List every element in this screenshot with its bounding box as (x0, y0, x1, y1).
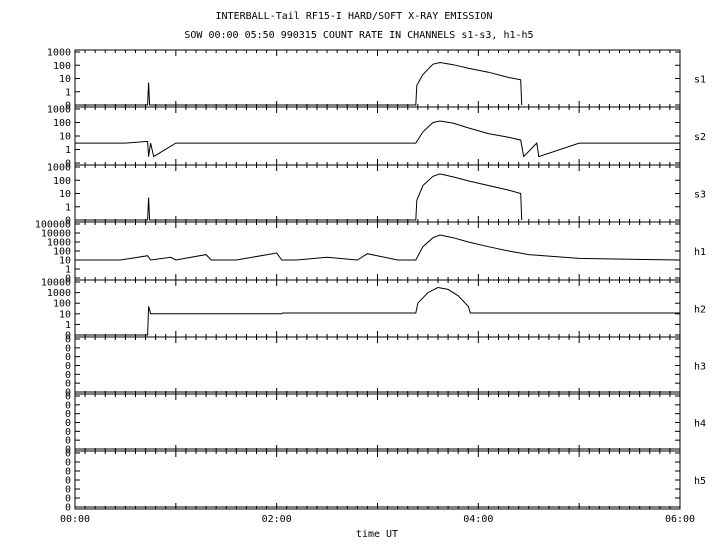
panel-frame (74, 279, 681, 338)
panel-frame (74, 336, 681, 395)
x-axis-label: time UT (356, 529, 398, 540)
series-line-s1 (75, 61, 523, 106)
y-tick-label: 10 (59, 309, 71, 320)
chart-subtitle: SOW 00:00 05:50 990315 COUNT RATE IN CHA… (184, 30, 533, 41)
series-line-s2 (75, 120, 680, 158)
y-tick-label: 100 (53, 299, 71, 310)
panel-label-h4: h4 (694, 419, 706, 430)
panel-label-h1: h1 (694, 247, 706, 258)
y-tick-label: 1000 (47, 48, 71, 59)
y-tick-label: 0 (65, 449, 71, 460)
panel-frame (74, 106, 681, 166)
y-tick-label: 0 (65, 409, 71, 420)
y-tick-label: 10 (59, 74, 71, 85)
y-tick-label: 0 (65, 331, 71, 342)
x-tick-label: 02:00 (262, 514, 292, 525)
y-tick-label: 0 (65, 361, 71, 372)
y-tick-label: 100 (53, 61, 71, 72)
y-tick-label: 1000 (47, 238, 71, 249)
y-tick-label: 0 (65, 274, 71, 285)
y-tick-label: 0 (65, 494, 71, 505)
y-tick-label: 0 (65, 159, 71, 170)
y-tick-label: 100 (53, 247, 71, 258)
x-axis-ticks: 00:00 02:00 04:00 06:00 (60, 514, 695, 525)
y-tick-label: 0 (65, 400, 71, 411)
y-tick-label: 1 (65, 145, 71, 156)
y-tick-label: 1 (65, 320, 71, 331)
panel-label-s3: s3 (694, 190, 706, 201)
y-tick-label: 0 (65, 335, 71, 346)
y-tick-label: 1000 (47, 105, 71, 116)
y-tick-label: 0 (65, 352, 71, 363)
y-tick-label: 0 (65, 467, 71, 478)
panel-frame (74, 221, 681, 281)
y-tick-label: 1 (65, 202, 71, 213)
y-tick-label: 0 (65, 388, 71, 399)
y-tick-label: 1000 (47, 163, 71, 174)
y-tick-label: 0 (65, 436, 71, 447)
y-tick-label: 0 (65, 418, 71, 429)
y-tick-label: 10000 (41, 278, 71, 289)
y-tick-label: 0 (65, 392, 71, 403)
y-tick-label: 100 (53, 176, 71, 187)
panel-label-h3: h3 (694, 362, 706, 373)
y-tick-label: 0 (65, 343, 71, 354)
series-line-h1 (75, 234, 681, 261)
series-line-h2 (75, 286, 680, 336)
y-tick-label: 0 (65, 101, 71, 112)
y-tick-label: 0 (65, 370, 71, 381)
x-tick-label: 04:00 (463, 514, 493, 525)
y-tick-label: 1 (65, 87, 71, 98)
y-tick-label: 10000 (41, 229, 71, 240)
y-tick-label: 0 (65, 476, 71, 487)
panel-frame (74, 49, 681, 108)
y-tick-label: 0 (65, 445, 71, 456)
panel-frame (74, 393, 681, 452)
x-tick-label: 06:00 (665, 514, 695, 525)
panels-group: 10001001010s110001001010s210001001010s31… (35, 48, 706, 514)
series-line-s3 (75, 173, 523, 221)
panel-label-s2: s2 (694, 132, 706, 143)
y-tick-label: 0 (65, 503, 71, 514)
y-tick-label: 0 (65, 216, 71, 227)
y-tick-label: 0 (65, 379, 71, 390)
panel-label-h2: h2 (694, 305, 706, 316)
y-tick-label: 10 (59, 189, 71, 200)
y-tick-label: 1000 (47, 288, 71, 299)
y-tick-label: 100000 (35, 220, 71, 231)
y-tick-label: 10 (59, 256, 71, 267)
panel-label-h5: h5 (694, 476, 706, 487)
y-tick-label: 0 (65, 427, 71, 438)
y-tick-label: 0 (65, 485, 71, 496)
y-tick-label: 10 (59, 132, 71, 143)
x-tick-label: 00:00 (60, 514, 90, 525)
panel-frame (74, 164, 681, 223)
panel-label-s1: s1 (694, 75, 706, 86)
y-tick-label: 1 (65, 265, 71, 276)
chart-title: INTERBALL-Tail RF15-I HARD/SOFT X-RAY EM… (216, 11, 493, 22)
y-tick-label: 0 (65, 458, 71, 469)
y-tick-label: 100 (53, 118, 71, 129)
panel-frame (74, 450, 681, 510)
